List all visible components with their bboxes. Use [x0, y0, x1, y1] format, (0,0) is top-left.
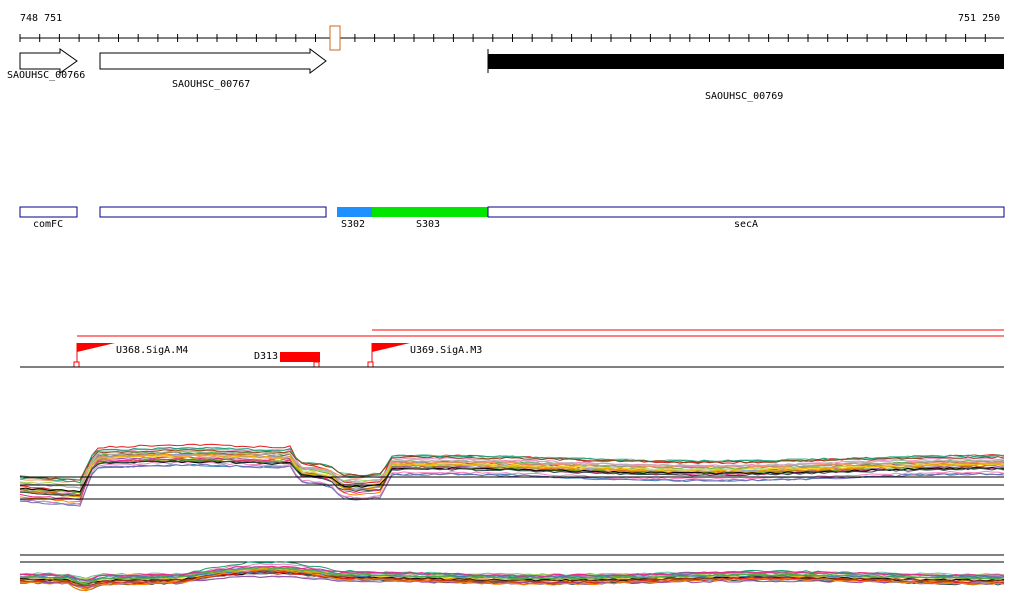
- gene-arrow-saouhsc-00767[interactable]: [99, 48, 327, 74]
- gene-label-saouhsc-00769: SAOUHSC_00769: [705, 91, 784, 102]
- gene-arrow-saouhsc-00766[interactable]: [19, 48, 78, 74]
- expression-profile-line: [19, 453, 1005, 498]
- expression-profile-line: [19, 450, 1005, 489]
- promoter-u368[interactable]: [73, 343, 115, 368]
- feature-seca[interactable]: [487, 206, 1005, 218]
- feature-label-comfc: comFC: [33, 219, 64, 230]
- feature-comfc[interactable]: [19, 206, 78, 218]
- expression-profile-line: [19, 449, 1005, 481]
- expression-track-1: [19, 443, 1005, 507]
- feature-s303[interactable]: [372, 207, 488, 217]
- expression-profile-line: [19, 571, 1005, 587]
- feature-track: [19, 206, 1005, 218]
- expression-profile-line: [19, 570, 1005, 586]
- expression-profile-line: [19, 566, 1005, 586]
- position-marker[interactable]: [329, 25, 341, 51]
- expression-profile-line: [19, 569, 1005, 592]
- terminator-d313[interactable]: [280, 352, 320, 368]
- regulatory-track: [20, 329, 1004, 368]
- feature-label-seca: secA: [734, 219, 759, 230]
- feature-label-s303: S303: [416, 219, 441, 230]
- gene-bar-saouhsc-00769[interactable]: [488, 54, 1004, 69]
- ruler-end-label: 751 250: [958, 13, 1001, 24]
- expression-profile-line: [19, 565, 1005, 581]
- ruler-start-label: 748 751: [20, 13, 63, 24]
- feature-unnamed[interactable]: [99, 206, 327, 218]
- feature-s302[interactable]: [337, 207, 372, 217]
- coordinate-ruler: [19, 25, 1004, 51]
- expression-track-2: [19, 554, 1005, 592]
- expression-profile-line: [19, 459, 1005, 494]
- expression-profile-line: [19, 454, 1005, 484]
- terminator-label-d313: D313: [254, 351, 279, 362]
- gene-label-saouhsc-00767: SAOUHSC_00767: [172, 79, 251, 90]
- feature-label-s302: S302: [341, 219, 366, 230]
- ruler-ticks: [19, 34, 986, 42]
- gene-track: [19, 48, 1004, 74]
- gene-label-saouhsc-00766: SAOUHSC_00766: [7, 70, 86, 81]
- promoter-label-u368: U368.SigA.M4: [116, 345, 189, 356]
- promoter-label-u369: U369.SigA.M3: [410, 345, 483, 356]
- expression-profile-line: [19, 460, 1005, 497]
- promoter-u369[interactable]: [367, 343, 410, 368]
